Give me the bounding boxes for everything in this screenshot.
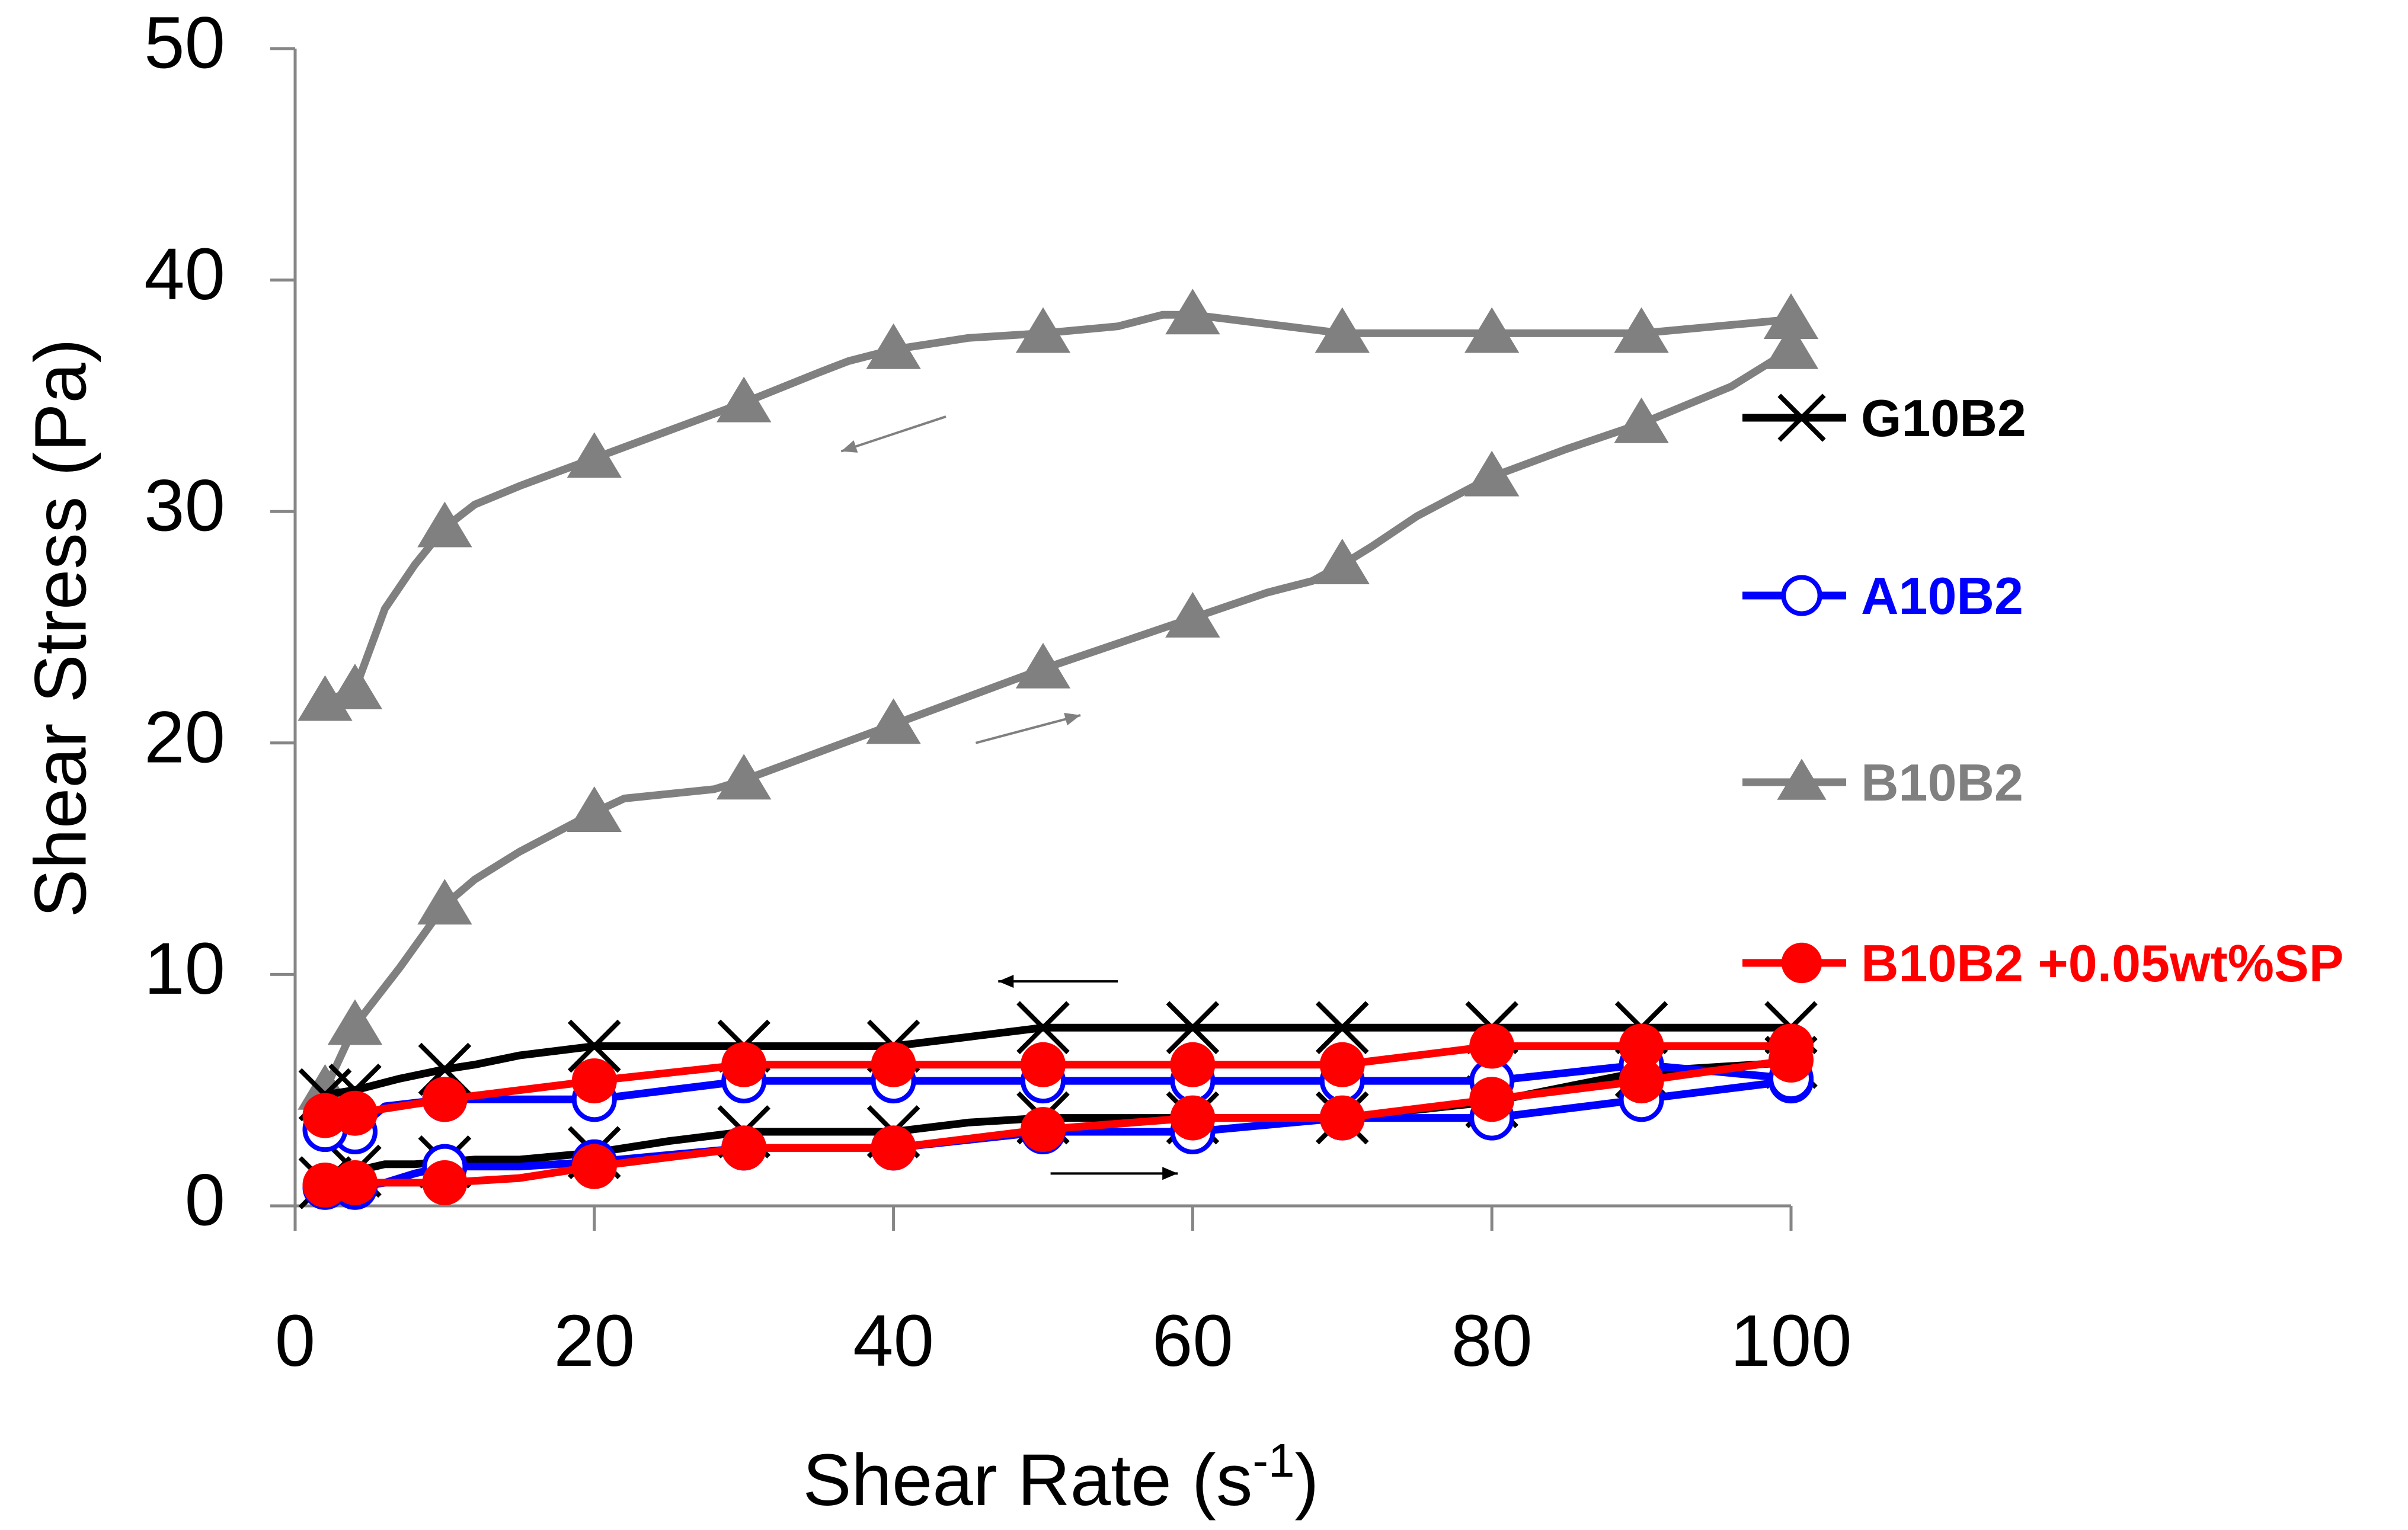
series-line-up <box>321 345 1795 1094</box>
y-tick-label: 50 <box>144 2 225 84</box>
data-point <box>871 1042 916 1087</box>
series-line-down <box>321 311 1795 705</box>
data-point <box>298 675 353 721</box>
x-axis-title-close: ) <box>1295 1440 1319 1521</box>
data-point <box>871 1125 916 1171</box>
data-point <box>327 999 383 1045</box>
data-point <box>1016 1001 1070 1055</box>
y-tick-label: 20 <box>144 697 225 778</box>
data-point <box>721 1042 767 1087</box>
x-axis-title-main: Shear Rate (s <box>803 1440 1253 1521</box>
data-point <box>1619 1058 1664 1104</box>
legend: G10B2 A10B2 B10B2 B10B2 +0.05wt%SP <box>1742 389 2343 993</box>
series-b10b2 <box>298 289 1819 1110</box>
y-tick-label: 40 <box>144 234 225 315</box>
series-layer <box>298 289 1819 1210</box>
data-point <box>866 698 921 744</box>
data-point <box>1763 293 1819 340</box>
data-point <box>1021 1042 1066 1087</box>
data-point <box>717 754 772 800</box>
legend-label: A10B2 <box>1861 566 2023 625</box>
data-point <box>1469 1077 1515 1122</box>
data-point <box>1165 591 1220 638</box>
data-point <box>717 376 772 422</box>
y-tick-label: 0 <box>185 1160 225 1241</box>
direction-arrow <box>998 975 1118 988</box>
data-point <box>1315 539 1370 585</box>
data-point <box>1464 307 1520 353</box>
data-point <box>1319 1042 1365 1087</box>
annotations <box>840 415 1178 1180</box>
legend-label: B10B2 +0.05wt%SP <box>1861 934 2343 993</box>
x-tick-label: 100 <box>1730 1301 1851 1382</box>
data-point <box>422 1160 468 1205</box>
data-point <box>1469 1023 1515 1069</box>
legend-label: G10B2 <box>1861 389 2026 447</box>
legend-item-b10b2: B10B2 <box>1742 753 2023 812</box>
data-point <box>1614 397 1669 443</box>
legend-marker <box>1781 942 1822 984</box>
legend-item-g10b2: G10B2 <box>1742 389 2026 447</box>
data-point <box>1166 1001 1220 1055</box>
x-axis-title: Shear Rate (s-1) <box>803 1434 1319 1521</box>
x-tick-label: 80 <box>1451 1301 1533 1382</box>
legend-marker <box>1777 758 1827 800</box>
legend-item-b10b2-0-05wt-sp: B10B2 +0.05wt%SP <box>1742 934 2343 993</box>
x-tick-label: 20 <box>554 1301 635 1382</box>
data-point <box>1015 642 1071 689</box>
y-tick-label: 30 <box>144 466 225 547</box>
data-point <box>417 501 472 548</box>
data-point <box>866 323 921 369</box>
data-point <box>1315 1001 1369 1055</box>
data-point <box>571 1058 617 1104</box>
data-point <box>1315 307 1370 353</box>
legend-marker <box>1781 575 1822 616</box>
data-point <box>1614 307 1669 353</box>
x-axis-title-exponent: -1 <box>1252 1434 1294 1487</box>
data-point <box>571 1144 617 1189</box>
x-tick-label: 40 <box>853 1301 934 1382</box>
data-point <box>302 1093 348 1138</box>
x-tick-label: 60 <box>1152 1301 1233 1382</box>
data-point <box>1769 1023 1814 1069</box>
data-point <box>567 432 622 478</box>
direction-arrow <box>1050 1167 1178 1180</box>
data-point <box>1170 1095 1216 1141</box>
legend-label: B10B2 <box>1861 753 2023 812</box>
data-point <box>1165 289 1220 335</box>
series-line-down <box>321 1023 1795 1099</box>
data-point <box>567 786 622 832</box>
data-point <box>332 1160 378 1205</box>
data-point <box>1021 1107 1066 1153</box>
data-point <box>1763 323 1819 369</box>
data-point <box>567 1019 621 1073</box>
legend-marker <box>1777 393 1826 442</box>
y-tick-label: 10 <box>144 929 225 1010</box>
data-point <box>1464 450 1520 497</box>
data-point <box>327 663 383 709</box>
axes: 0 10 20 30 40 50 0 20 40 60 80 100 <box>144 2 1851 1382</box>
data-point <box>721 1125 767 1171</box>
data-point <box>422 1077 468 1122</box>
data-point <box>417 879 472 925</box>
data-point <box>1015 307 1071 353</box>
direction-arrow <box>840 415 946 453</box>
data-point <box>1619 1023 1664 1069</box>
x-tick-label: 0 <box>275 1301 315 1382</box>
legend-item-a10b2: A10B2 <box>1742 566 2023 625</box>
y-axis-title: Shear Stress (Pa) <box>20 338 101 918</box>
direction-arrow <box>975 713 1081 744</box>
data-point <box>1319 1095 1365 1141</box>
data-point <box>1170 1042 1216 1087</box>
series-b10b2-0-05wt-sp <box>302 1023 1814 1208</box>
